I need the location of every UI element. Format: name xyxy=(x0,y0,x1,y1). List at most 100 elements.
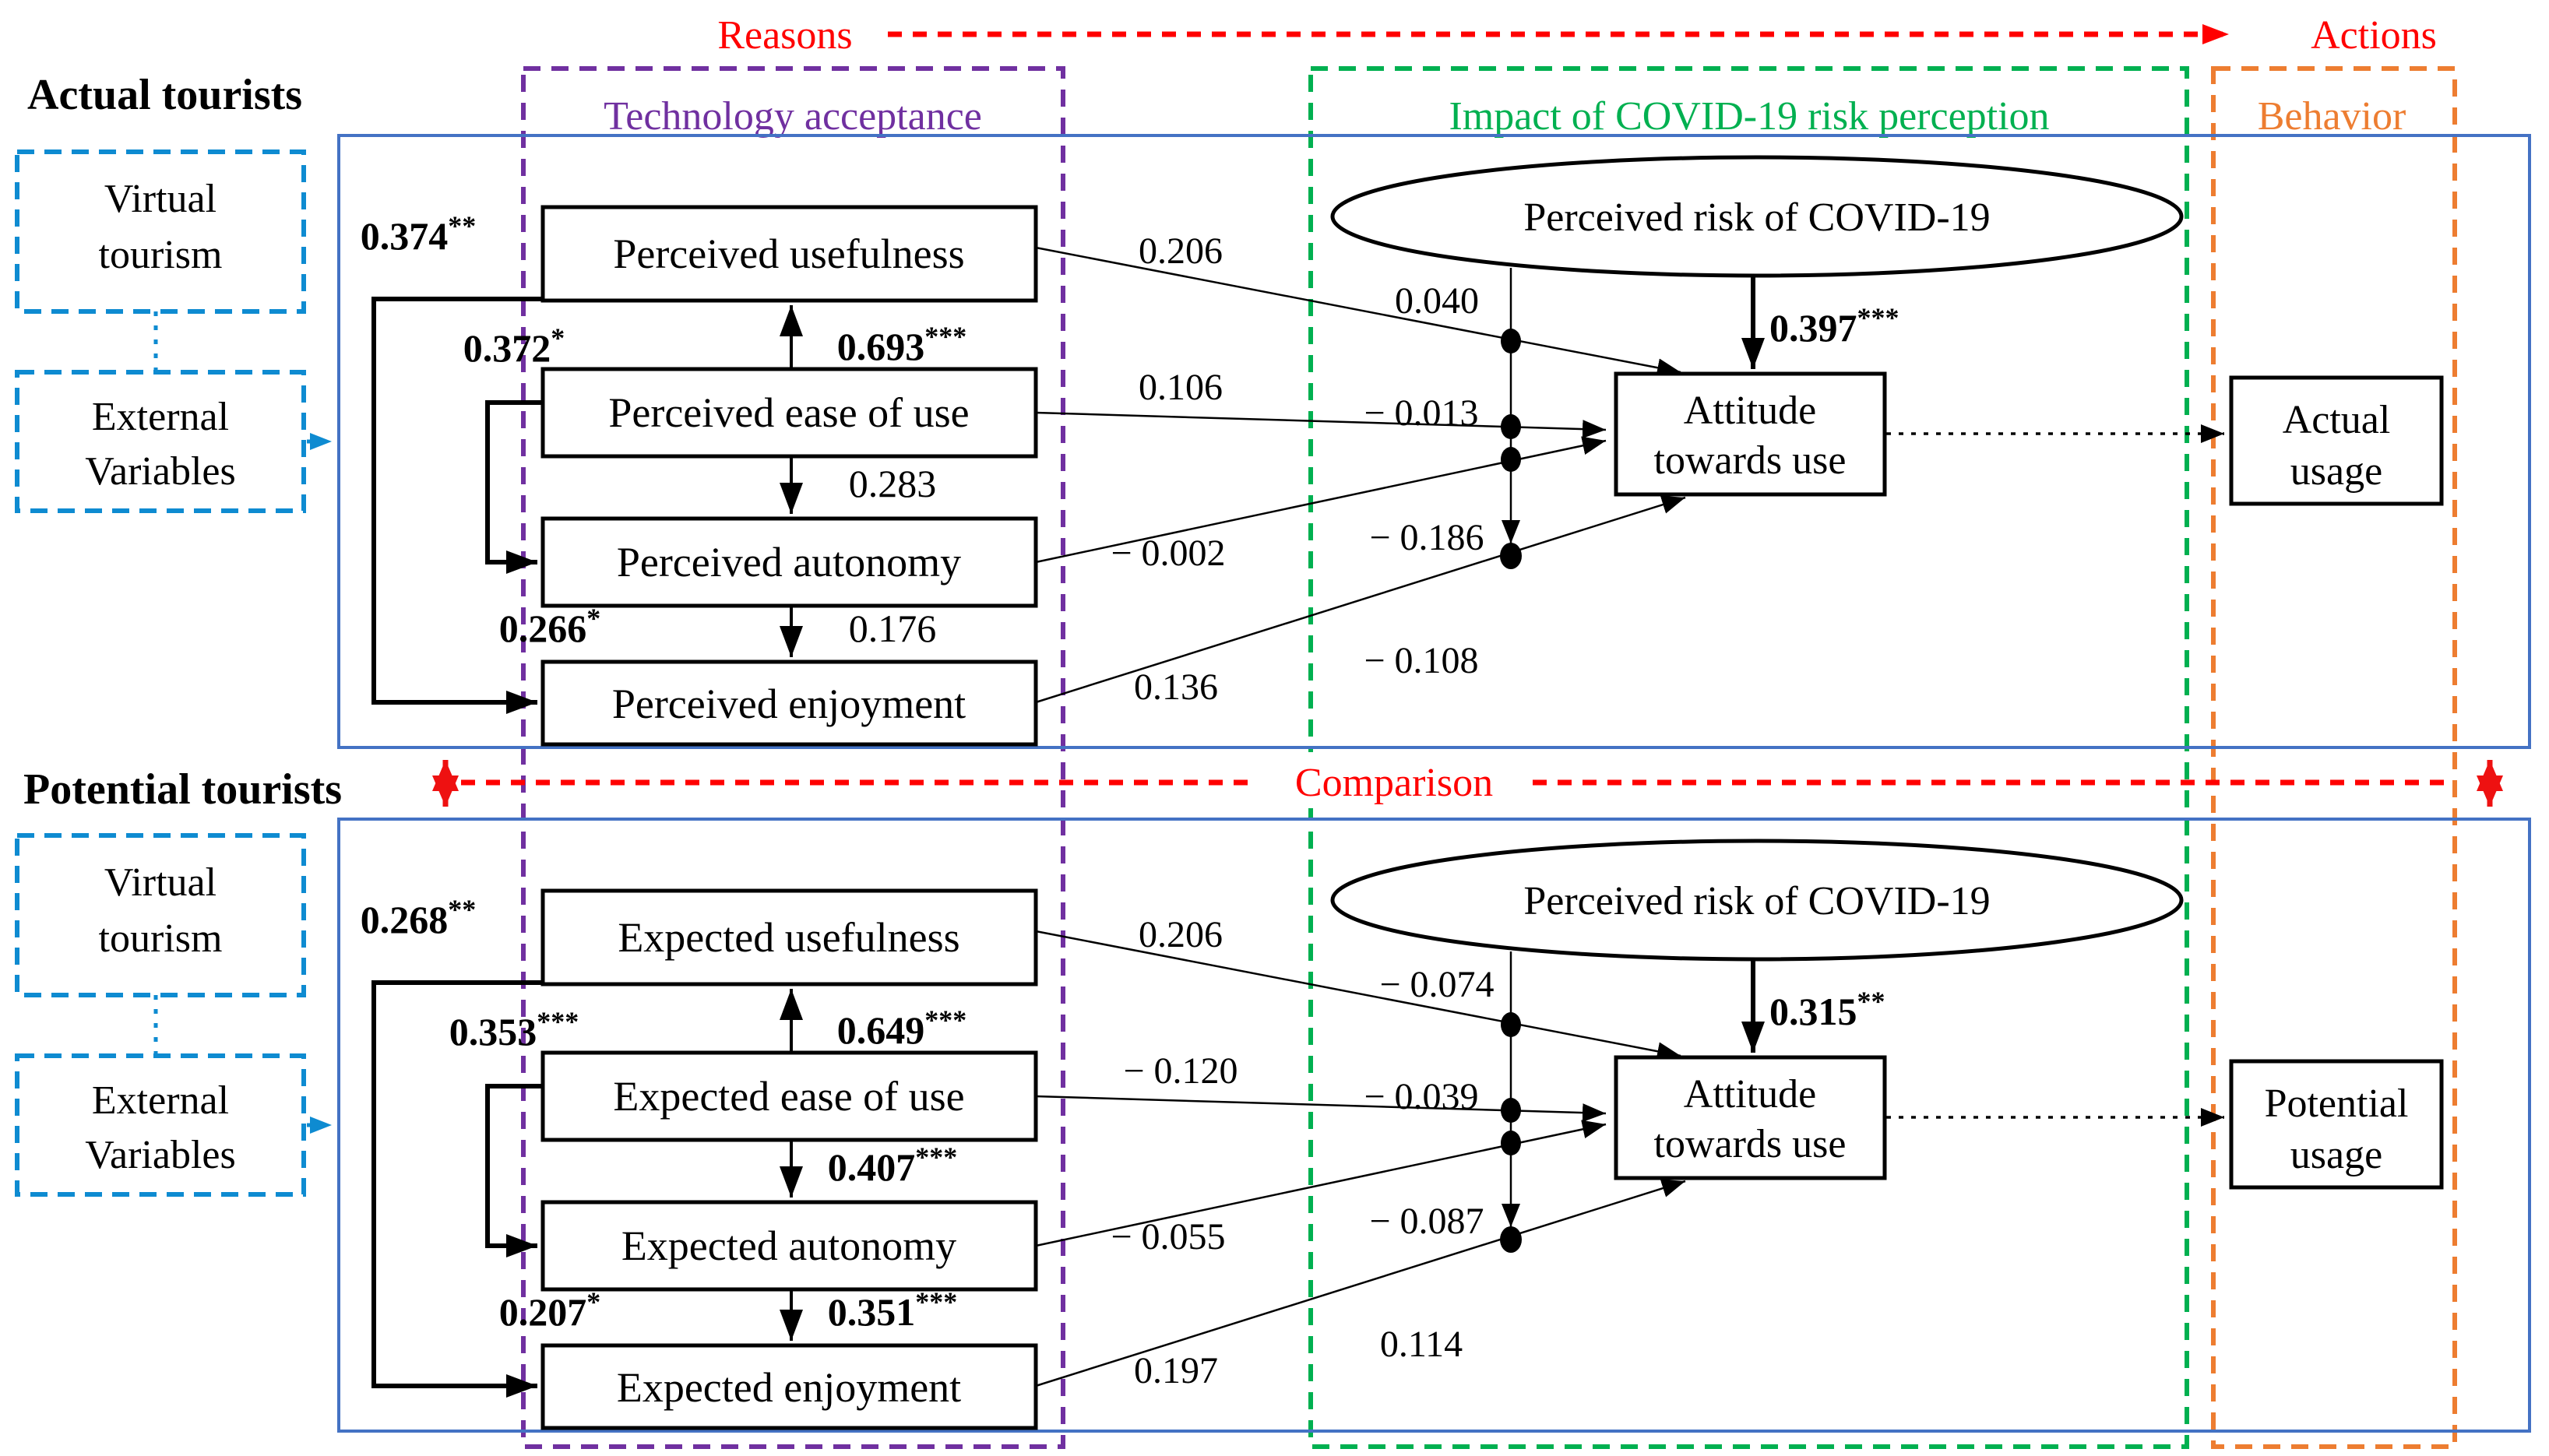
actual-risk-coef: 0.397*** xyxy=(1769,302,1899,350)
actual-mod-dot-2 xyxy=(1501,414,1521,439)
actual-mod3-value: − 0.186 xyxy=(1369,517,1484,558)
potential-coef-ext1: 0.268** xyxy=(361,894,477,941)
potential-usefulness-box xyxy=(540,888,1038,986)
actual-virtual-line2: tourism xyxy=(99,233,223,277)
actual-coef-ext1: 0.374** xyxy=(361,210,477,258)
actual-ext-path-line-a xyxy=(371,297,543,714)
actual-usage-box xyxy=(2229,375,2444,506)
actual-enjoyment-box xyxy=(540,659,1038,747)
potential-risk-coef: 0.315** xyxy=(1769,986,1885,1033)
reasons-label: Reasons xyxy=(717,13,852,58)
potential-enjoyment-box xyxy=(540,1343,1038,1430)
actual-path3-value: − 0.002 xyxy=(1111,533,1225,574)
actual-ease-box xyxy=(540,367,1038,459)
actual-path2-value: 0.106 xyxy=(1139,367,1223,408)
actual-autonomy-label: Perceived autonomy xyxy=(617,539,961,586)
actual-usefulness-box xyxy=(540,205,1038,303)
potential-coef-ease-usefulness: 0.649*** xyxy=(837,1004,967,1052)
potential-virtual-tourism-box xyxy=(15,833,306,997)
potential-risk-label: Perceived risk of COVID-19 xyxy=(1523,879,1990,923)
technology-acceptance-label: Technology acceptance xyxy=(604,94,982,139)
actual-enjoyment-label: Perceived enjoyment xyxy=(612,681,966,727)
potential-external-variables-box xyxy=(15,1053,306,1197)
actual-ease-label: Perceived ease of use xyxy=(608,389,969,436)
potential-ease-label: Expected ease of use xyxy=(613,1073,964,1120)
potential-coef-autonomy-enjoyment: 0.351*** xyxy=(828,1286,958,1334)
potential-mod3-value: − 0.087 xyxy=(1369,1201,1484,1242)
actual-external-line2: Variables xyxy=(85,449,235,494)
actual-mod-dot-4 xyxy=(1500,543,1522,569)
actual-coef-ext3: 0.266* xyxy=(499,603,601,650)
comparison-label-bg xyxy=(1255,752,1533,808)
potential-risk-ellipse xyxy=(1330,839,2184,962)
actual-coef-autonomy-enjoyment: 0.176 xyxy=(849,607,937,650)
behavior-label: Behavior xyxy=(2258,94,2406,139)
actual-path1-value: 0.206 xyxy=(1139,230,1223,272)
actual-mod-dot-1 xyxy=(1501,329,1521,353)
potential-mod-dot-4 xyxy=(1500,1226,1522,1253)
potential-path3-value: − 0.055 xyxy=(1111,1216,1225,1257)
actual-usage-line2: usage xyxy=(2290,449,2382,494)
actual-coef-ease-autonomy: 0.283 xyxy=(849,462,937,505)
potential-tourists-title: Potential tourists xyxy=(23,765,342,814)
actual-usefulness-label: Perceived usefulness xyxy=(613,230,964,277)
potential-mod-dot-3 xyxy=(1501,1131,1521,1155)
potential-path2-value: − 0.120 xyxy=(1123,1050,1238,1092)
actual-usefulness-to-attitude xyxy=(1035,246,1681,378)
actual-tourists-title: Actual tourists xyxy=(27,71,302,119)
actual-risk-ellipse xyxy=(1330,155,2184,278)
actual-mod4-value: − 0.108 xyxy=(1364,640,1478,681)
potential-frame xyxy=(337,818,2531,1433)
actual-attitude-line2: towards use xyxy=(1654,438,1847,483)
actions-label: Actions xyxy=(2311,13,2437,58)
potential-virtual-line1: Virtual xyxy=(104,860,217,905)
potential-external-line1: External xyxy=(92,1078,229,1123)
actual-virtual-line1: Virtual xyxy=(104,177,217,221)
potential-path4-value: 0.197 xyxy=(1134,1350,1218,1391)
actual-frame xyxy=(337,134,2531,749)
potential-usage-box xyxy=(2229,1059,2444,1190)
actual-enjoyment-to-attitude xyxy=(1035,495,1686,704)
actual-mod2-value: − 0.013 xyxy=(1364,392,1478,434)
potential-ext-path-line-a xyxy=(371,980,543,1398)
potential-attitude-line1: Attitude xyxy=(1684,1072,1816,1117)
potential-section: Virtual tourism External Variables Expec… xyxy=(15,818,2531,1433)
potential-autonomy-label: Expected autonomy xyxy=(621,1222,956,1269)
actual-attitude-box xyxy=(1614,371,1887,497)
potential-attitude-box xyxy=(1614,1055,1887,1180)
potential-usefulness-to-attitude xyxy=(1035,930,1681,1061)
potential-autonomy-box xyxy=(540,1200,1038,1292)
technology-acceptance-band xyxy=(521,66,1065,1449)
actual-coef-ext2: 0.372* xyxy=(463,322,565,370)
potential-usage-line1: Potential xyxy=(2265,1081,2409,1126)
actual-external-variables-box xyxy=(15,370,306,513)
comparison-label: Comparison xyxy=(1295,761,1493,805)
actual-ext-path-line-b xyxy=(485,400,543,574)
potential-enjoyment-to-attitude xyxy=(1035,1179,1686,1387)
potential-coef-ease-autonomy: 0.407*** xyxy=(828,1141,958,1189)
potential-mod4-value: 0.114 xyxy=(1380,1324,1463,1365)
actual-mod-dot-3 xyxy=(1501,447,1521,472)
covid-risk-label: Impact of COVID-19 risk perception xyxy=(1449,94,2049,139)
potential-path1-value: 0.206 xyxy=(1139,914,1223,955)
actual-section: Virtual tourism External Variables Perce… xyxy=(15,134,2531,749)
potential-attitude-line2: towards use xyxy=(1654,1122,1847,1166)
potential-coef-ext3: 0.207* xyxy=(499,1286,601,1334)
actual-usage-line1: Actual xyxy=(2283,398,2391,442)
actual-mod1-value: 0.040 xyxy=(1395,280,1479,322)
potential-external-line2: Variables xyxy=(85,1133,235,1177)
actual-path4-value: 0.136 xyxy=(1134,666,1218,708)
actual-attitude-line1: Attitude xyxy=(1684,389,1816,433)
potential-ext-path-line-b xyxy=(485,1084,543,1257)
actual-coef-ease-usefulness: 0.693*** xyxy=(837,321,967,368)
behavior-band xyxy=(2211,66,2457,1449)
potential-usefulness-label: Expected usefulness xyxy=(618,914,959,961)
potential-mod-dot-1 xyxy=(1501,1012,1521,1037)
potential-enjoyment-label: Expected enjoyment xyxy=(617,1364,961,1411)
potential-virtual-line2: tourism xyxy=(99,916,223,961)
potential-mod-dot-2 xyxy=(1501,1098,1521,1123)
actual-risk-label: Perceived risk of COVID-19 xyxy=(1523,195,1990,240)
actual-virtual-tourism-box xyxy=(15,149,306,314)
